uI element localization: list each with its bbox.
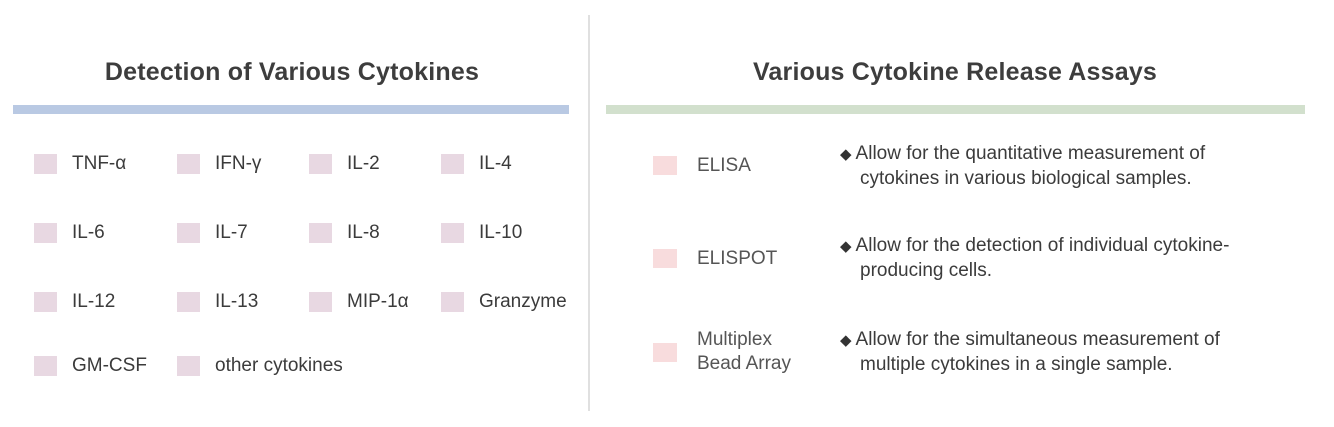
description-line: producing cells. (860, 260, 993, 281)
title-underline-bar (606, 105, 1305, 114)
panel-title: Detection of Various Cytokines (104, 58, 480, 86)
cytokine-item: other cytokines (177, 354, 343, 378)
description-line: Allow for the quantitative measurement o… (855, 143, 1206, 164)
cytokine-label: IL-7 (215, 222, 248, 243)
title-underline-bar (13, 105, 569, 114)
cytokine-item: MIP-1α (309, 290, 409, 314)
assay-name: ELISA (697, 155, 751, 176)
cytokine-label: IL-8 (347, 222, 380, 243)
assay-name: Multiplex Bead Array (697, 328, 791, 376)
assay-swatch (653, 156, 677, 175)
cytokine-swatch (34, 356, 57, 376)
assay-name-line: Multiplex (697, 329, 772, 350)
description-line: Allow for the detection of individual cy… (855, 235, 1230, 256)
cytokine-swatch (34, 292, 57, 312)
cytokine-label: IL-2 (347, 153, 380, 174)
panel-title: Various Cytokine Release Assays (752, 58, 1158, 86)
cytokine-label: IL-10 (479, 222, 523, 243)
cytokine-swatch (441, 292, 464, 312)
cytokine-item: GM-CSF (34, 354, 147, 378)
cytokine-detection-panel: Detection of Various Cytokines TNF-α IFN… (0, 0, 588, 427)
cytokine-swatch (177, 223, 200, 243)
assay-description: ◆ Allow for the detection of individual c… (840, 234, 1310, 283)
cytokine-item: IL-4 (441, 152, 512, 176)
description-line: multiple cytokines in a single sample. (860, 354, 1173, 375)
assay-description: ◆ Allow for the simultaneous measurement … (840, 328, 1310, 377)
cytokine-item: IL-6 (34, 221, 105, 245)
diamond-bullet-icon: ◆ (840, 238, 852, 255)
cytokine-label: other cytokines (215, 355, 343, 376)
assay-description: ◆ Allow for the quantitative measurement … (840, 142, 1310, 191)
cytokine-item: Granzyme (441, 290, 567, 314)
cytokine-item: IL-8 (309, 221, 380, 245)
cytokine-swatch (177, 292, 200, 312)
cytokine-label: GM-CSF (72, 355, 147, 376)
cytokine-label: IL-4 (479, 153, 512, 174)
cytokine-swatch (177, 356, 200, 376)
description-line: cytokines in various biological samples. (860, 168, 1192, 189)
cytokine-item: IL-10 (441, 221, 522, 245)
cytokine-swatch (441, 223, 464, 243)
cytokine-swatch (34, 223, 57, 243)
cytokine-label: IL-13 (215, 291, 259, 312)
assay-name: ELISPOT (697, 248, 778, 269)
description-line: Allow for the simultaneous measurement o… (855, 329, 1220, 350)
cytokine-item: IL-2 (309, 152, 380, 176)
diamond-bullet-icon: ◆ (840, 146, 852, 163)
cytokine-label: IL-12 (72, 291, 116, 312)
cytokine-swatch (177, 154, 200, 174)
cytokine-label: TNF-α (72, 153, 127, 174)
cytokine-item: IFN-γ (177, 152, 261, 176)
diamond-bullet-icon: ◆ (840, 332, 852, 349)
cytokine-swatch (309, 223, 332, 243)
cytokine-item: IL-13 (177, 290, 258, 314)
cytokine-label: MIP-1α (347, 291, 409, 312)
assay-name-line: Bead Array (697, 353, 791, 374)
assay-swatch (653, 343, 677, 362)
cytokine-item: TNF-α (34, 152, 126, 176)
cytokine-label: IFN-γ (215, 153, 262, 174)
cytokine-assays-panel: Various Cytokine Release Assays ELISA ◆ A… (590, 0, 1334, 427)
assay-swatch (653, 249, 677, 268)
cytokine-swatch (309, 292, 332, 312)
cytokine-item: IL-7 (177, 221, 248, 245)
vertical-divider (588, 15, 590, 411)
cytokine-item: IL-12 (34, 290, 115, 314)
cytokine-swatch (441, 154, 464, 174)
cytokine-label: Granzyme (479, 291, 567, 312)
cytokine-swatch (34, 154, 57, 174)
cytokine-swatch (309, 154, 332, 174)
cytokine-label: IL-6 (72, 222, 105, 243)
